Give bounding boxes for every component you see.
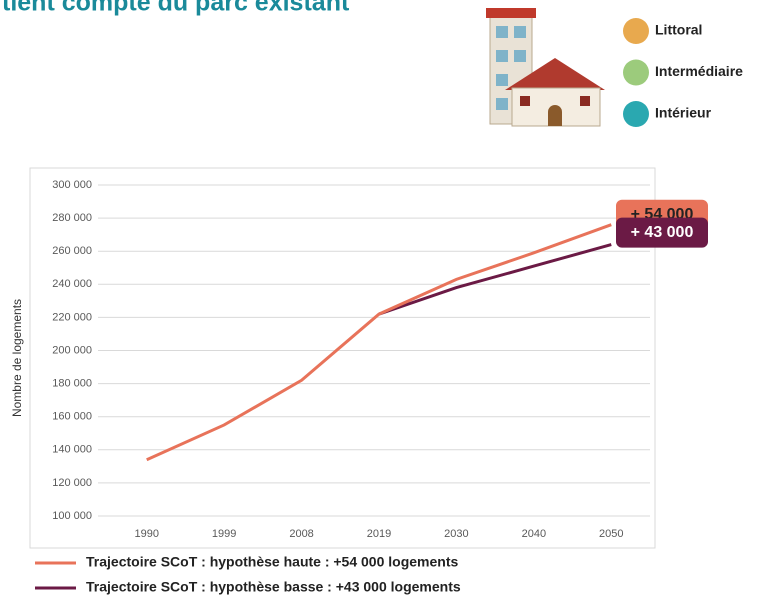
x-tick-label: 1990 [134, 528, 158, 540]
legend-label: Trajectoire SCoT : hypothèse haute : +54… [86, 554, 458, 570]
y-tick-label: 280 000 [52, 212, 92, 224]
annotation: + 43 000 [631, 224, 694, 241]
series-line [146, 223, 612, 462]
legend-label: Trajectoire SCoT : hypothèse basse : +43… [86, 579, 461, 595]
zone-label: Intermédiaire [655, 63, 743, 79]
zone-marker [623, 59, 649, 86]
series-line [378, 243, 612, 316]
x-tick-label: 2019 [367, 528, 391, 540]
x-tick-label: 2040 [522, 528, 546, 540]
x-tick-label: 2008 [289, 528, 313, 540]
x-tick-label: 2030 [444, 528, 468, 540]
x-tick-label: 2050 [599, 528, 623, 540]
y-tick-label: 120 000 [52, 477, 92, 489]
annotation-box [616, 217, 708, 248]
building-icon [486, 8, 605, 127]
y-tick-label: 300 000 [52, 179, 92, 191]
y-tick-label: 220 000 [52, 311, 92, 323]
zone-label: Intérieur [655, 105, 712, 121]
y-tick-label: 180 000 [52, 378, 92, 390]
y-axis-label: Nombre de logements [10, 299, 24, 417]
y-tick-label: 200 000 [52, 344, 92, 356]
x-tick-label: 1999 [212, 528, 236, 540]
zone-marker [623, 101, 649, 127]
title: tient compte du parc existant [2, 0, 350, 17]
y-tick-label: 160 000 [52, 411, 92, 423]
y-tick-label: 240 000 [52, 278, 92, 290]
chart-frame [29, 167, 656, 549]
zone-label: Littoral [655, 22, 702, 38]
y-tick-label: 140 000 [52, 444, 92, 456]
zone-marker [623, 18, 649, 44]
y-tick-label: 260 000 [52, 245, 92, 257]
y-tick-label: 100 000 [52, 510, 92, 522]
